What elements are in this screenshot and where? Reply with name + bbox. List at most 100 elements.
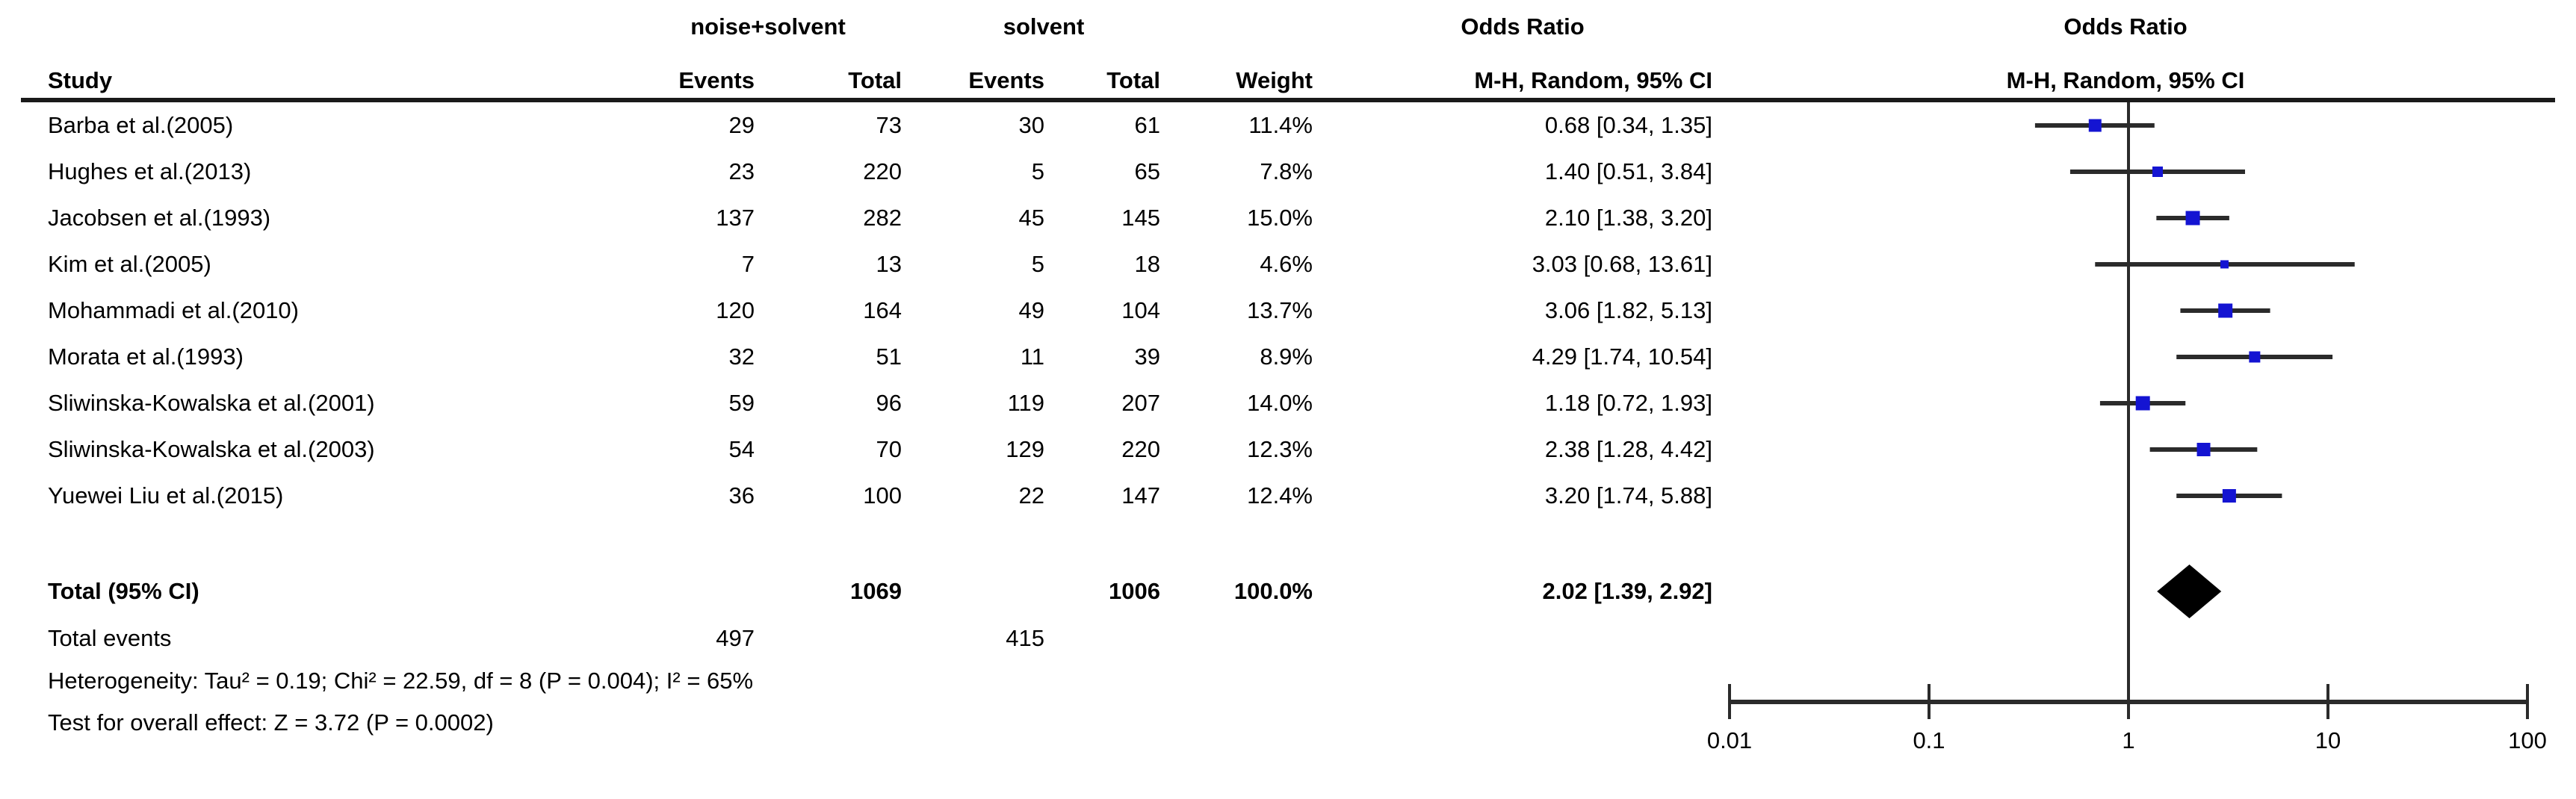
study-events-group1: 32 <box>728 343 755 370</box>
axis-tick <box>2127 684 2130 719</box>
study-total-group2: 39 <box>1134 343 1160 370</box>
study-or-ci-text: 2.10 [1.38, 3.20] <box>1544 205 1712 231</box>
total-group2: 1006 <box>1109 578 1160 604</box>
study-events-group2: 22 <box>1018 482 1044 509</box>
study-total-group2: 104 <box>1121 297 1160 323</box>
study-or-ci-text: 3.20 [1.74, 5.88] <box>1544 482 1712 509</box>
total-group1: 1069 <box>850 578 902 604</box>
study-total-group2: 147 <box>1121 482 1160 509</box>
study-marker <box>2220 260 2229 269</box>
study-marker <box>2218 303 2233 318</box>
header-rule <box>21 98 2555 102</box>
study-events-group1: 137 <box>716 205 755 231</box>
overall-effect-text: Test for overall effect: Z = 3.72 (P = 0… <box>48 709 494 736</box>
summary-diamond <box>2157 565 2222 618</box>
study-name: Morata et al.(1993) <box>48 343 244 370</box>
study-events-group1: 120 <box>716 297 755 323</box>
axis-tick-label: 0.1 <box>1913 727 1945 753</box>
study-marker <box>2088 119 2102 132</box>
study-events-group2: 11 <box>1020 343 1044 370</box>
study-marker <box>2249 351 2261 363</box>
axis-tick-label: 100 <box>2508 727 2547 753</box>
study-total-group1: 96 <box>876 390 902 416</box>
study-name: Sliwinska-Kowalska et al.(2003) <box>48 436 375 462</box>
study-weight: 7.8% <box>1260 158 1313 184</box>
study-total-group1: 51 <box>876 343 902 370</box>
group1-header: noise+solvent <box>690 13 846 40</box>
axis-tick-label: 10 <box>2315 727 2341 753</box>
total-row-label: Total (95% CI) <box>48 578 199 604</box>
study-or-ci-text: 3.06 [1.82, 5.13] <box>1544 297 1712 323</box>
total1-col-header: Total <box>848 67 902 93</box>
study-name: Jacobsen et al.(1993) <box>48 205 271 231</box>
group2-header: solvent <box>1003 13 1085 40</box>
total2-col-header: Total <box>1106 67 1160 93</box>
study-events-group2: 49 <box>1018 297 1044 323</box>
odds-ratio-header-right: Odds Ratio <box>2063 13 2188 40</box>
study-weight: 12.4% <box>1247 482 1313 509</box>
total-events-group1: 497 <box>716 625 755 651</box>
study-total-group2: 18 <box>1134 251 1160 277</box>
study-or-ci-text: 1.40 [0.51, 3.84] <box>1544 158 1712 184</box>
heterogeneity-text: Heterogeneity: Tau² = 0.19; Chi² = 22.59… <box>48 668 754 694</box>
events2-col-header: Events <box>968 67 1044 93</box>
study-marker <box>2196 443 2211 456</box>
study-events-group1: 59 <box>728 390 755 416</box>
study-or-ci-text: 2.38 [1.28, 4.42] <box>1544 436 1712 462</box>
study-name: Sliwinska-Kowalska et al.(2001) <box>48 390 375 416</box>
study-marker <box>2135 396 2150 411</box>
study-name: Yuewei Liu et al.(2015) <box>48 482 284 509</box>
study-weight: 15.0% <box>1247 205 1313 231</box>
study-name: Barba et al.(2005) <box>48 112 234 138</box>
total-or-ci-text: 2.02 [1.39, 2.92] <box>1542 578 1713 604</box>
study-total-group1: 164 <box>863 297 902 323</box>
study-events-group1: 7 <box>741 251 755 277</box>
study-total-group2: 61 <box>1134 112 1160 138</box>
study-name: Kim et al.(2005) <box>48 251 211 277</box>
axis-tick-label: 1 <box>2122 727 2134 753</box>
study-events-group2: 30 <box>1018 112 1044 138</box>
study-weight: 4.6% <box>1260 251 1313 277</box>
odds-ratio-header-left: Odds Ratio <box>1461 13 1585 40</box>
study-total-group1: 73 <box>876 112 902 138</box>
study-total-group2: 207 <box>1121 390 1160 416</box>
study-marker <box>2152 167 2164 177</box>
study-events-group1: 54 <box>728 436 755 462</box>
study-col-header: Study <box>48 67 113 93</box>
study-marker <box>2185 211 2200 226</box>
study-or-ci-text: 0.68 [0.34, 1.35] <box>1544 112 1712 138</box>
study-or-ci-text: 4.29 [1.74, 10.54] <box>1532 343 1712 370</box>
null-line <box>2127 102 2130 719</box>
study-events-group2: 119 <box>1007 390 1044 416</box>
study-total-group1: 100 <box>863 482 902 509</box>
study-name: Hughes et al.(2013) <box>48 158 252 184</box>
axis-tick <box>1728 684 1731 719</box>
study-or-ci-text: 1.18 [0.72, 1.93] <box>1544 390 1712 416</box>
events1-col-header: Events <box>678 67 755 93</box>
study-name: Mohammadi et al.(2010) <box>48 297 299 323</box>
method-header-left: M-H, Random, 95% CI <box>1474 67 1712 93</box>
study-weight: 12.3% <box>1247 436 1313 462</box>
study-events-group2: 45 <box>1018 205 1044 231</box>
method-header-right: M-H, Random, 95% CI <box>2006 67 2245 93</box>
study-weight: 13.7% <box>1247 297 1313 323</box>
study-events-group2: 5 <box>1031 158 1044 184</box>
study-events-group1: 36 <box>728 482 755 509</box>
total-events-group2: 415 <box>1006 625 1044 651</box>
study-total-group2: 145 <box>1121 205 1160 231</box>
total-weight: 100.0% <box>1233 578 1313 604</box>
axis-tick <box>1928 684 1931 719</box>
study-events-group2: 129 <box>1006 436 1044 462</box>
study-total-group1: 13 <box>876 251 902 277</box>
study-total-group1: 70 <box>876 436 902 462</box>
study-events-group2: 5 <box>1031 251 1044 277</box>
study-weight: 14.0% <box>1247 390 1313 416</box>
axis-tick <box>2526 684 2529 719</box>
total-events-label: Total events <box>48 625 172 651</box>
study-weight: 8.9% <box>1260 343 1313 370</box>
study-events-group1: 29 <box>728 112 755 138</box>
study-total-group2: 220 <box>1121 436 1160 462</box>
study-marker <box>2222 489 2236 503</box>
